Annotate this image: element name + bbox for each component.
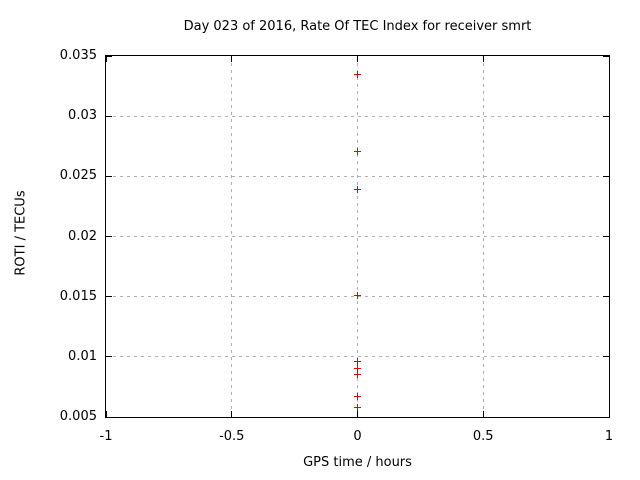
plot-area (105, 55, 610, 418)
x-tick-top (608, 56, 610, 62)
y-tick-left (106, 416, 112, 418)
data-point-marker (354, 365, 361, 373)
y-tick-right (603, 115, 609, 117)
x-tick-top (105, 56, 107, 62)
x-tick-top (231, 56, 233, 62)
h-gridline (106, 115, 609, 117)
data-point-marker (354, 70, 361, 78)
x-tick-label: 0.5 (472, 429, 494, 444)
y-tick-label: 0.03 (68, 108, 97, 124)
x-tick-bottom (105, 411, 107, 417)
y-tick-right (603, 175, 609, 177)
x-tick-bottom (357, 411, 358, 417)
h-gridline (106, 356, 609, 358)
h-gridline (106, 175, 609, 177)
y-tick-left (106, 55, 112, 57)
y-tick-label: 0.035 (59, 48, 97, 63)
y-tick-label: 0.015 (59, 288, 97, 304)
y-tick-left (106, 356, 112, 358)
h-gridline (106, 236, 609, 237)
data-point-marker (354, 358, 361, 366)
x-tick-bottom (231, 411, 233, 417)
x-tick-bottom (608, 411, 610, 417)
data-point-marker (354, 186, 361, 194)
y-tick-right (603, 296, 609, 298)
x-tick-label: -1 (99, 429, 113, 444)
data-point-marker (354, 393, 361, 401)
data-point-marker (354, 291, 361, 299)
x-tick-label: -0.5 (219, 429, 245, 444)
x-tick-label: 0 (353, 429, 362, 444)
chart-title: Day 023 of 2016, Rate Of TEC Index for r… (183, 19, 532, 34)
y-tick-label: 0.025 (59, 168, 97, 184)
y-tick-right (603, 356, 609, 358)
y-tick-left (106, 296, 112, 298)
data-point-marker (354, 371, 361, 379)
x-tick-bottom (482, 411, 484, 417)
y-tick-label: 0.01 (68, 348, 97, 364)
x-tick-top (357, 56, 358, 62)
x-tick-label: 1 (604, 429, 614, 444)
y-tick-right (603, 55, 609, 57)
y-tick-left (106, 236, 112, 237)
y-tick-right (603, 236, 609, 237)
y-tick-label: 0.005 (59, 409, 97, 424)
y-tick-left (106, 175, 112, 177)
y-tick-right (603, 416, 609, 418)
y-tick-label: 0.02 (68, 228, 97, 244)
y-tick-left (106, 115, 112, 117)
x-tick-top (482, 56, 484, 62)
x-axis-label: GPS time / hours (303, 455, 412, 470)
data-point-marker (354, 403, 361, 411)
data-point-marker (354, 147, 361, 155)
